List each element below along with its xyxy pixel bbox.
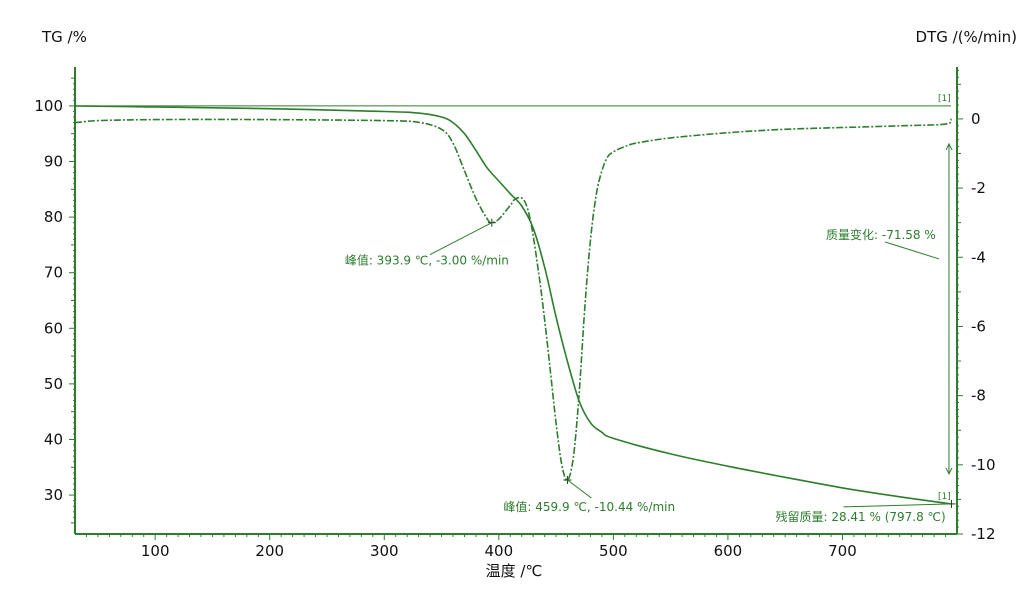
- x-tick-label: 600: [714, 542, 743, 560]
- y-right-tick-label: -2: [971, 179, 986, 197]
- residual-leader: [843, 503, 952, 508]
- step-mark-bottom: [1]: [938, 492, 951, 502]
- y-axis-left-title: TG /%: [41, 28, 87, 46]
- x-tick-label: 300: [370, 542, 399, 560]
- y-left-tick-label: 60: [44, 319, 63, 337]
- x-tick-label: 700: [828, 542, 857, 560]
- x-tick-label: 200: [255, 542, 284, 560]
- y-left-tick-label: 40: [44, 430, 63, 448]
- peak1-leader: [429, 222, 493, 256]
- axes: [74, 67, 958, 535]
- x-tick-label: 400: [484, 542, 513, 560]
- mass-arrow-head-top: [945, 142, 953, 151]
- y-right-tick-label: -12: [971, 525, 996, 543]
- y-left-tick-label: 100: [34, 97, 63, 115]
- y-left-tick-label: 50: [44, 375, 63, 393]
- y-left-tick-label: 30: [44, 486, 63, 504]
- annotation-layer: 峰值: 393.9 ℃, -3.00 %/min 峰值: 459.9 ℃, -1…: [345, 94, 951, 524]
- y-left-tick-label: 70: [44, 264, 63, 282]
- y-axis-right-title: DTG /(%/min): [916, 28, 1017, 46]
- y-right-tick-label: -4: [971, 248, 986, 266]
- peak1-label: 峰值: 393.9 ℃, -3.00 %/min: [345, 253, 509, 268]
- x-tick-label: 100: [141, 542, 170, 560]
- residual-label: 残留质量: 28.41 % (797.8 ℃): [775, 510, 945, 524]
- y-left-tick-label: 80: [44, 208, 63, 226]
- ticks: 100 200 300 400 500 600 700 30 40 50 60 70 80 90 100 -1…: [34, 69, 996, 560]
- y-left-tick-label: 90: [44, 153, 63, 171]
- y-right-tick-label: 0: [971, 110, 981, 128]
- series-layer: [74, 105, 956, 508]
- mass-change-leader: [884, 241, 940, 260]
- x-tick-label: 500: [599, 542, 628, 560]
- y-right-tick-label: -10: [971, 456, 996, 474]
- y-right-tick-label: -6: [971, 317, 986, 335]
- dtg-curve: [74, 118, 953, 481]
- step-mark-top: [1]: [938, 94, 951, 104]
- tg-curve: [74, 105, 952, 505]
- mass-arrow-head-bottom: [945, 467, 953, 476]
- x-axis-title: 温度 /℃: [486, 562, 543, 580]
- peak2-leader: [567, 479, 592, 499]
- peak2-label: 峰值: 459.9 ℃, -10.44 %/min: [503, 499, 675, 514]
- mass-change-label: 质量变化: -71.58 %: [826, 227, 936, 242]
- y-right-tick-label: -8: [971, 387, 986, 405]
